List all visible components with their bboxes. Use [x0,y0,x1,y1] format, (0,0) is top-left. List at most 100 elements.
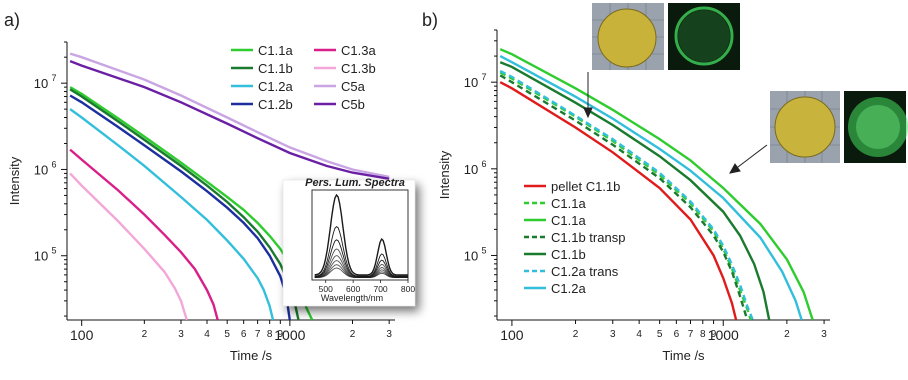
x-tick-label: 5 [657,329,663,340]
legend-entry: C1.3a [314,43,376,58]
legend-label: pellet C1.1b [551,179,620,194]
y-tick-label: 10 6 [464,159,487,177]
x-tick-label: 1000 [274,327,305,343]
series-line-c1-1b-transp [499,74,749,320]
glow-core [856,105,900,149]
x-tick-label: 4 [636,329,642,340]
series-line-c5b [69,59,390,180]
x-tick-label: 2 [350,329,356,340]
glow-disc [678,10,730,62]
series-line-c1-3a [69,148,219,320]
inset-spectrum [314,226,408,277]
pellet-photo-1-daylight [592,3,664,70]
x-tick-label: 3 [178,329,184,340]
x-tick-label: 8 [267,329,273,340]
series-line-c1-1a [69,86,314,320]
x-tick-label: 9 [711,329,717,340]
inset-spectra-curves [314,193,408,279]
x-tick-label: 7 [255,329,261,340]
legend-entry: C1.1b transp [524,230,625,245]
inset-x-tick-label: 600 [346,284,360,294]
x-tick-label: 2 [142,329,148,340]
legend-entry: C1.2a [231,79,293,94]
x-tick-label: 100 [500,327,524,343]
pellet-photo-1-dark [668,3,740,70]
series-line-c1-1a [499,71,752,320]
legend-entry: C1.1a [524,213,586,228]
legend-label: C5b [341,97,365,112]
series-line-pellet-c1-1b [499,81,738,320]
inset-persistent-luminescence-spectra: Pers. Lum. Spectra 500 600 700 800 Waveleng… [282,177,416,307]
legend-label: C1.3b [341,61,376,76]
legend-entry: C1.2a [524,281,586,296]
x-tick-label: 8 [700,329,706,340]
y-tick-exponent: 5 [481,245,486,255]
legend-entry: C1.1a [231,43,293,58]
y-tick-label: 10 5 [34,246,57,264]
x-axis-label: Time /s [662,348,705,363]
photo-background [668,3,740,70]
x-tick-label: 4 [204,329,210,340]
pellet-disc [774,96,836,158]
glow-disc [848,97,908,157]
x-tick-label: 3 [821,329,827,340]
x-tick-label: 6 [674,329,680,340]
y-tick-exponent: 7 [51,73,56,83]
inset-spectrum [314,267,408,279]
legend-a: C1.1a C1.1b C1.2a C1.2b C1.3a C1.3b C5a C5b [231,43,376,112]
legend-entry: C1.1b [231,61,293,76]
legend-label: C1.1a [258,43,293,58]
panel-label-b: b) [422,10,438,30]
arrow-1-head [583,107,593,119]
legend-label: C1.1a [551,213,586,228]
inset-background [282,179,416,307]
x-tick-label: 3 [386,329,392,340]
x-tick-label: 100 [70,327,94,343]
glow-ring [674,6,734,66]
x-tick-label: 2 [784,329,790,340]
series-line-c1-3b [69,172,188,320]
legend-entry: C1.2b [231,97,293,112]
y-axis-label: Intensity [7,156,22,205]
x-tick-label: 1000 [708,327,739,343]
arrow-2-line [733,144,768,171]
legend-label: C1.2b [258,97,293,112]
y-tick-exponent: 5 [51,246,56,256]
series-line-c1-1b [499,61,771,320]
y-axis-label: Intensity [437,150,452,199]
y-tick-base: 10 [34,162,48,177]
pellet-photo-2-dark [844,91,908,163]
y-tick-exponent: 6 [481,159,486,169]
series-line-c1-1a [499,48,814,320]
legend-label: C1.3a [341,43,376,58]
panel-label-a: a) [4,10,20,30]
legend-entry: C1.2a trans [524,264,619,279]
y-tick-label: 10 7 [34,73,57,91]
x-axis-label: Time /s [230,348,273,363]
x-tick-label: 5 [224,329,230,340]
legend-label: C1.2a [258,79,293,94]
inset-spectrum [314,193,408,276]
x-tick-label: 3 [610,329,616,340]
legend-entry: C1.1a [524,196,586,211]
legend-label: C1.1b [551,247,586,262]
legend-entry: pellet C1.1b [524,179,620,194]
y-tick-base: 10 [34,76,48,91]
x-tick-label: 2 [573,329,579,340]
series-line-c5a [69,52,390,179]
y-tick-base: 10 [464,75,478,90]
legend-label: C1.1b [258,61,293,76]
series-line-c1-2a-trans [499,69,754,320]
series-line-c1-2a [499,55,803,320]
inset-x-tick-label: 500 [319,284,333,294]
legend-entry: C5b [314,97,365,112]
y-tick-label: 10 5 [464,245,487,263]
x-tick-label: 7 [688,329,694,340]
arrows [583,72,768,174]
y-tick-exponent: 7 [481,72,486,82]
legend-entry: C1.3b [314,61,376,76]
legend-label: C1.2a [551,281,586,296]
inset-frame [311,189,409,281]
